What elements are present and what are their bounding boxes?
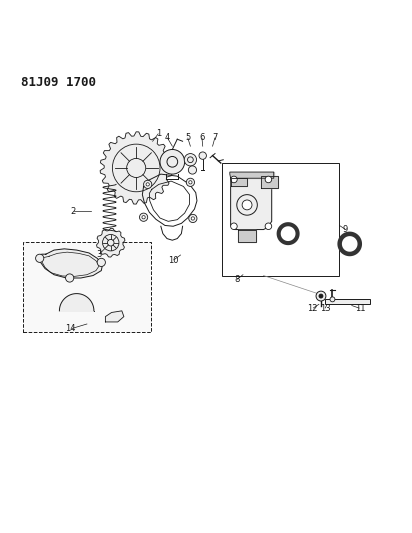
- Polygon shape: [96, 228, 125, 257]
- Text: 9: 9: [343, 225, 348, 234]
- Text: 7: 7: [212, 133, 218, 142]
- Circle shape: [126, 158, 146, 177]
- Circle shape: [231, 223, 237, 230]
- Circle shape: [330, 297, 335, 302]
- Circle shape: [66, 274, 74, 282]
- Circle shape: [189, 181, 192, 184]
- Circle shape: [242, 200, 252, 210]
- Text: 11: 11: [355, 304, 365, 313]
- Polygon shape: [37, 249, 103, 278]
- Circle shape: [184, 154, 197, 166]
- Polygon shape: [232, 178, 247, 187]
- Text: 3: 3: [96, 249, 102, 259]
- Text: 5: 5: [185, 133, 190, 142]
- Circle shape: [108, 239, 114, 246]
- PathPatch shape: [276, 222, 300, 245]
- Bar: [222, 163, 339, 276]
- Text: 12: 12: [307, 304, 318, 313]
- Circle shape: [237, 195, 258, 215]
- Polygon shape: [230, 172, 274, 178]
- Polygon shape: [231, 176, 272, 230]
- Circle shape: [112, 144, 160, 192]
- Text: 81J09 1700: 81J09 1700: [21, 76, 96, 88]
- Text: 1: 1: [156, 128, 162, 138]
- PathPatch shape: [337, 232, 362, 256]
- Circle shape: [160, 149, 185, 174]
- Bar: [325, 299, 370, 304]
- Circle shape: [319, 294, 323, 298]
- Polygon shape: [238, 230, 256, 242]
- Circle shape: [265, 176, 272, 183]
- Circle shape: [140, 213, 147, 221]
- Text: 4: 4: [164, 133, 170, 142]
- Polygon shape: [262, 176, 278, 189]
- Circle shape: [144, 180, 152, 189]
- Text: 13: 13: [320, 304, 330, 313]
- Circle shape: [146, 183, 149, 186]
- Text: 10: 10: [168, 256, 178, 265]
- Circle shape: [199, 152, 206, 159]
- Circle shape: [231, 176, 237, 183]
- Circle shape: [187, 157, 193, 163]
- Text: 8: 8: [234, 275, 239, 284]
- Text: 2: 2: [70, 207, 75, 215]
- Circle shape: [167, 157, 178, 167]
- Circle shape: [103, 235, 119, 251]
- Circle shape: [142, 215, 145, 219]
- Circle shape: [191, 217, 194, 220]
- Circle shape: [265, 223, 272, 230]
- Bar: [23, 242, 150, 332]
- Circle shape: [35, 254, 44, 262]
- Circle shape: [316, 291, 326, 301]
- Circle shape: [97, 259, 105, 266]
- Circle shape: [186, 178, 194, 187]
- Text: 14: 14: [65, 325, 76, 334]
- Circle shape: [188, 166, 197, 174]
- Circle shape: [189, 214, 197, 223]
- Polygon shape: [59, 294, 94, 311]
- Text: 6: 6: [199, 133, 205, 142]
- Polygon shape: [100, 132, 172, 204]
- Polygon shape: [105, 311, 124, 322]
